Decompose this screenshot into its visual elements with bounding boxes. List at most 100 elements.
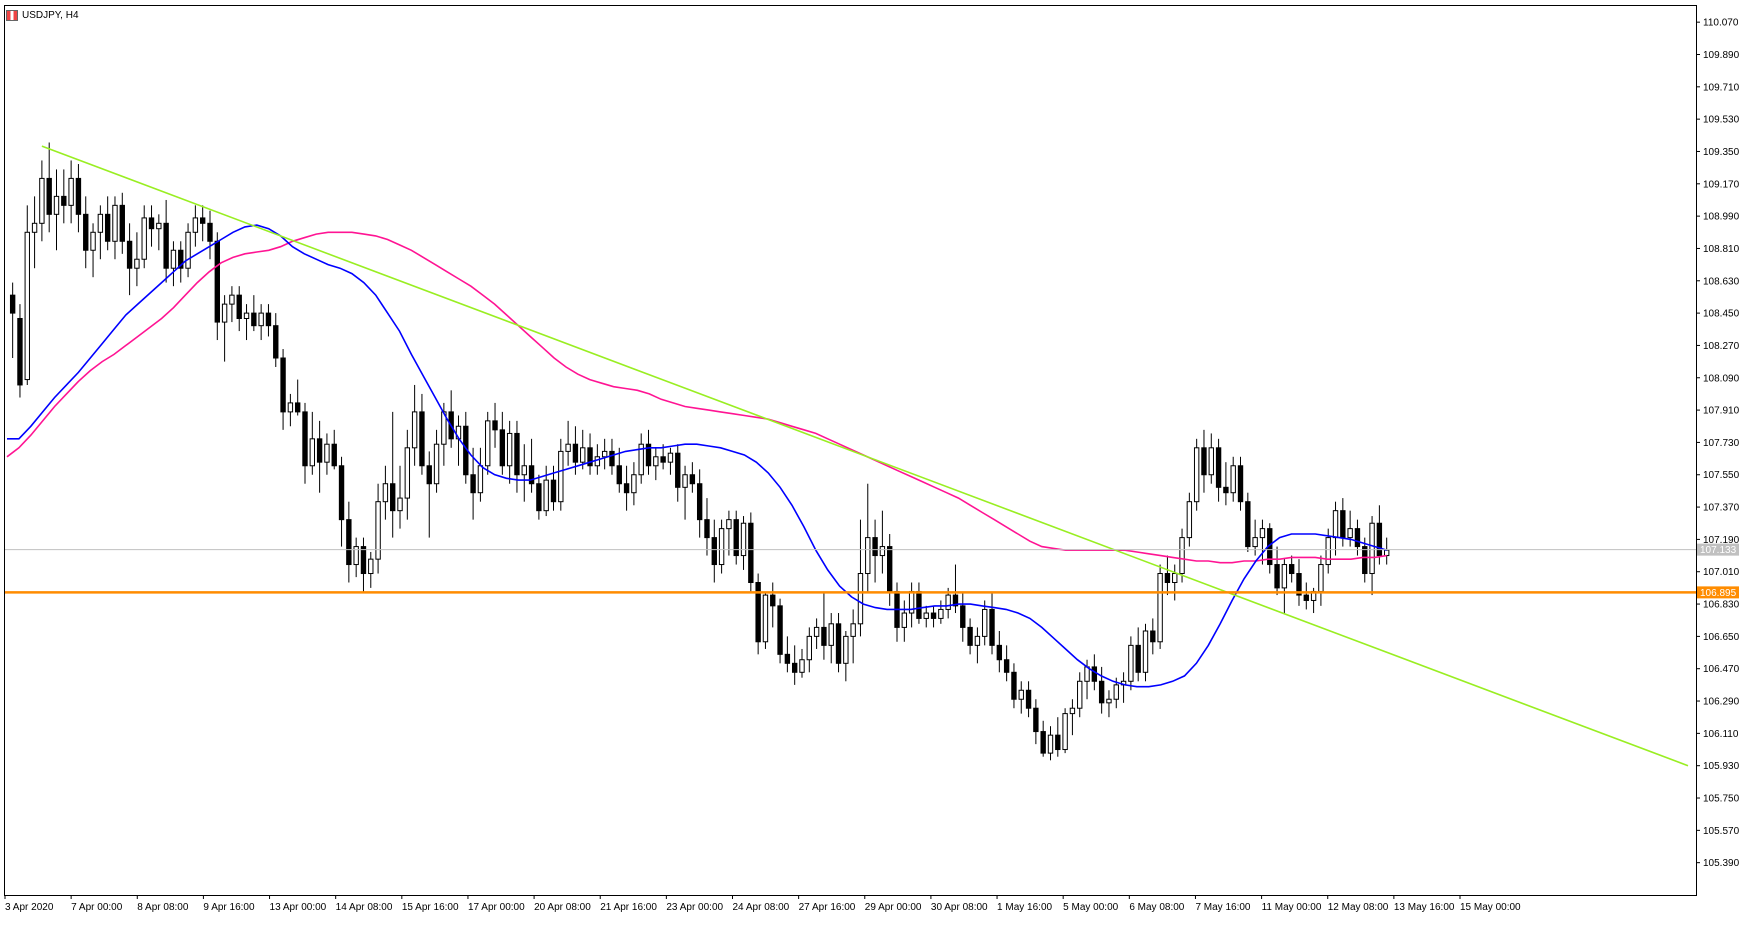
candle-body	[1325, 537, 1331, 566]
candle-body	[872, 537, 878, 557]
candle-body	[967, 626, 973, 646]
candle-body	[879, 546, 886, 557]
x-tick-label: 14 Apr 08:00	[336, 902, 393, 913]
x-tick-label: 13 Apr 00:00	[270, 902, 327, 913]
candle-body	[1383, 549, 1390, 557]
x-tick-label: 17 Apr 00:00	[468, 902, 525, 913]
candle-body	[331, 443, 337, 467]
candle-body	[126, 240, 133, 269]
candle-body	[499, 429, 506, 467]
candle-body	[1332, 510, 1339, 539]
candle-body	[1040, 731, 1046, 754]
candle-body	[104, 213, 111, 242]
candle-body	[119, 204, 125, 242]
y-tick-label: 106.830	[1703, 600, 1740, 611]
candle-body	[61, 195, 67, 206]
candle-body	[1172, 573, 1178, 584]
candle-body	[587, 447, 593, 467]
candle-body	[930, 612, 937, 619]
x-tick-label: 11 May 00:00	[1262, 902, 1322, 913]
candle-body	[1193, 447, 1200, 503]
x-tick-label: 6 May 08:00	[1129, 902, 1184, 913]
x-tick-label: 8 Apr 08:00	[137, 902, 189, 913]
x-tick-label: 7 May 16:00	[1195, 902, 1250, 913]
y-tick-label: 108.270	[1703, 341, 1740, 352]
candle-body	[843, 635, 849, 664]
candle-body	[638, 443, 644, 476]
candle-body	[645, 443, 652, 467]
x-tick-label: 30 Apr 08:00	[931, 902, 988, 913]
candle-body	[433, 443, 440, 485]
candle-body	[1113, 684, 1119, 700]
x-tick-label: 21 Apr 16:00	[600, 902, 657, 913]
candle-body	[470, 474, 476, 494]
candle-body	[1186, 501, 1193, 539]
bid-price-tag-label: 107.133	[1700, 545, 1737, 556]
candle-body	[1201, 447, 1207, 476]
candle-body	[1047, 734, 1054, 754]
y-tick-label: 106.290	[1703, 697, 1740, 708]
y-tick-label: 107.010	[1703, 567, 1740, 578]
candle-body	[543, 479, 549, 512]
candle-body	[1347, 528, 1353, 539]
candle-body	[631, 474, 637, 494]
candle-body	[1354, 528, 1361, 548]
x-tick-label: 1 May 16:00	[997, 902, 1052, 913]
time-axis[interactable]: 3 Apr 2020 7 Apr 00:00 8 Apr 08:00 9 Apr 16…	[4, 895, 1521, 913]
candle-body	[536, 483, 542, 512]
chart-grid-icon	[6, 9, 18, 21]
bid-price-tag-box	[1697, 543, 1739, 556]
candle-body	[660, 456, 666, 463]
candle-body	[791, 662, 798, 673]
candle-body	[528, 465, 535, 485]
y-tick-label: 108.450	[1703, 309, 1740, 320]
x-tick-label: 24 Apr 08:00	[733, 902, 790, 913]
candle-body	[1135, 644, 1141, 673]
y-tick-label: 109.170	[1703, 179, 1740, 190]
candle-body	[390, 483, 396, 512]
candle-body	[280, 357, 286, 413]
candle-body	[287, 402, 294, 413]
candle-body	[31, 222, 38, 233]
candle-body	[397, 497, 403, 512]
price-axis[interactable]: 110.070 109.890 109.710 109.530 109.350 109.1…	[1696, 18, 1740, 870]
y-tick-label: 106.470	[1703, 664, 1740, 675]
candle-body	[1106, 698, 1112, 704]
candle-body	[770, 594, 776, 607]
candle-body	[75, 177, 82, 215]
candle-body	[236, 294, 242, 319]
candle-body	[623, 483, 630, 494]
candle-body	[1157, 573, 1163, 643]
candle-body	[112, 204, 118, 242]
candle-body	[156, 222, 162, 230]
candle-body	[821, 626, 827, 646]
candle-body	[134, 258, 140, 269]
candle-body	[178, 249, 184, 269]
x-tick-label: 5 May 00:00	[1063, 902, 1118, 913]
candle-body	[265, 312, 272, 327]
candle-body	[243, 312, 250, 319]
candle-body	[580, 447, 586, 463]
candle-body	[1237, 465, 1244, 503]
candle-body	[996, 644, 1003, 661]
candle-body	[726, 519, 732, 530]
candle-body	[221, 303, 228, 323]
candle-body	[521, 465, 527, 476]
candle-body	[1281, 564, 1288, 589]
candle-body	[711, 537, 717, 566]
support-price-tag-box	[1697, 586, 1739, 599]
candle-body	[887, 546, 893, 592]
candle-body	[404, 447, 411, 499]
candle-body	[170, 249, 177, 269]
candle-body	[9, 294, 16, 314]
trendline	[41, 145, 1689, 767]
indicator-lines	[5, 145, 1696, 767]
chart-title: USDJPY, H4	[6, 8, 79, 22]
candle-body	[704, 519, 710, 539]
candle-body	[1259, 528, 1266, 539]
candle-body	[360, 546, 367, 575]
candle-body	[806, 635, 812, 661]
y-tick-label: 107.370	[1703, 503, 1740, 514]
